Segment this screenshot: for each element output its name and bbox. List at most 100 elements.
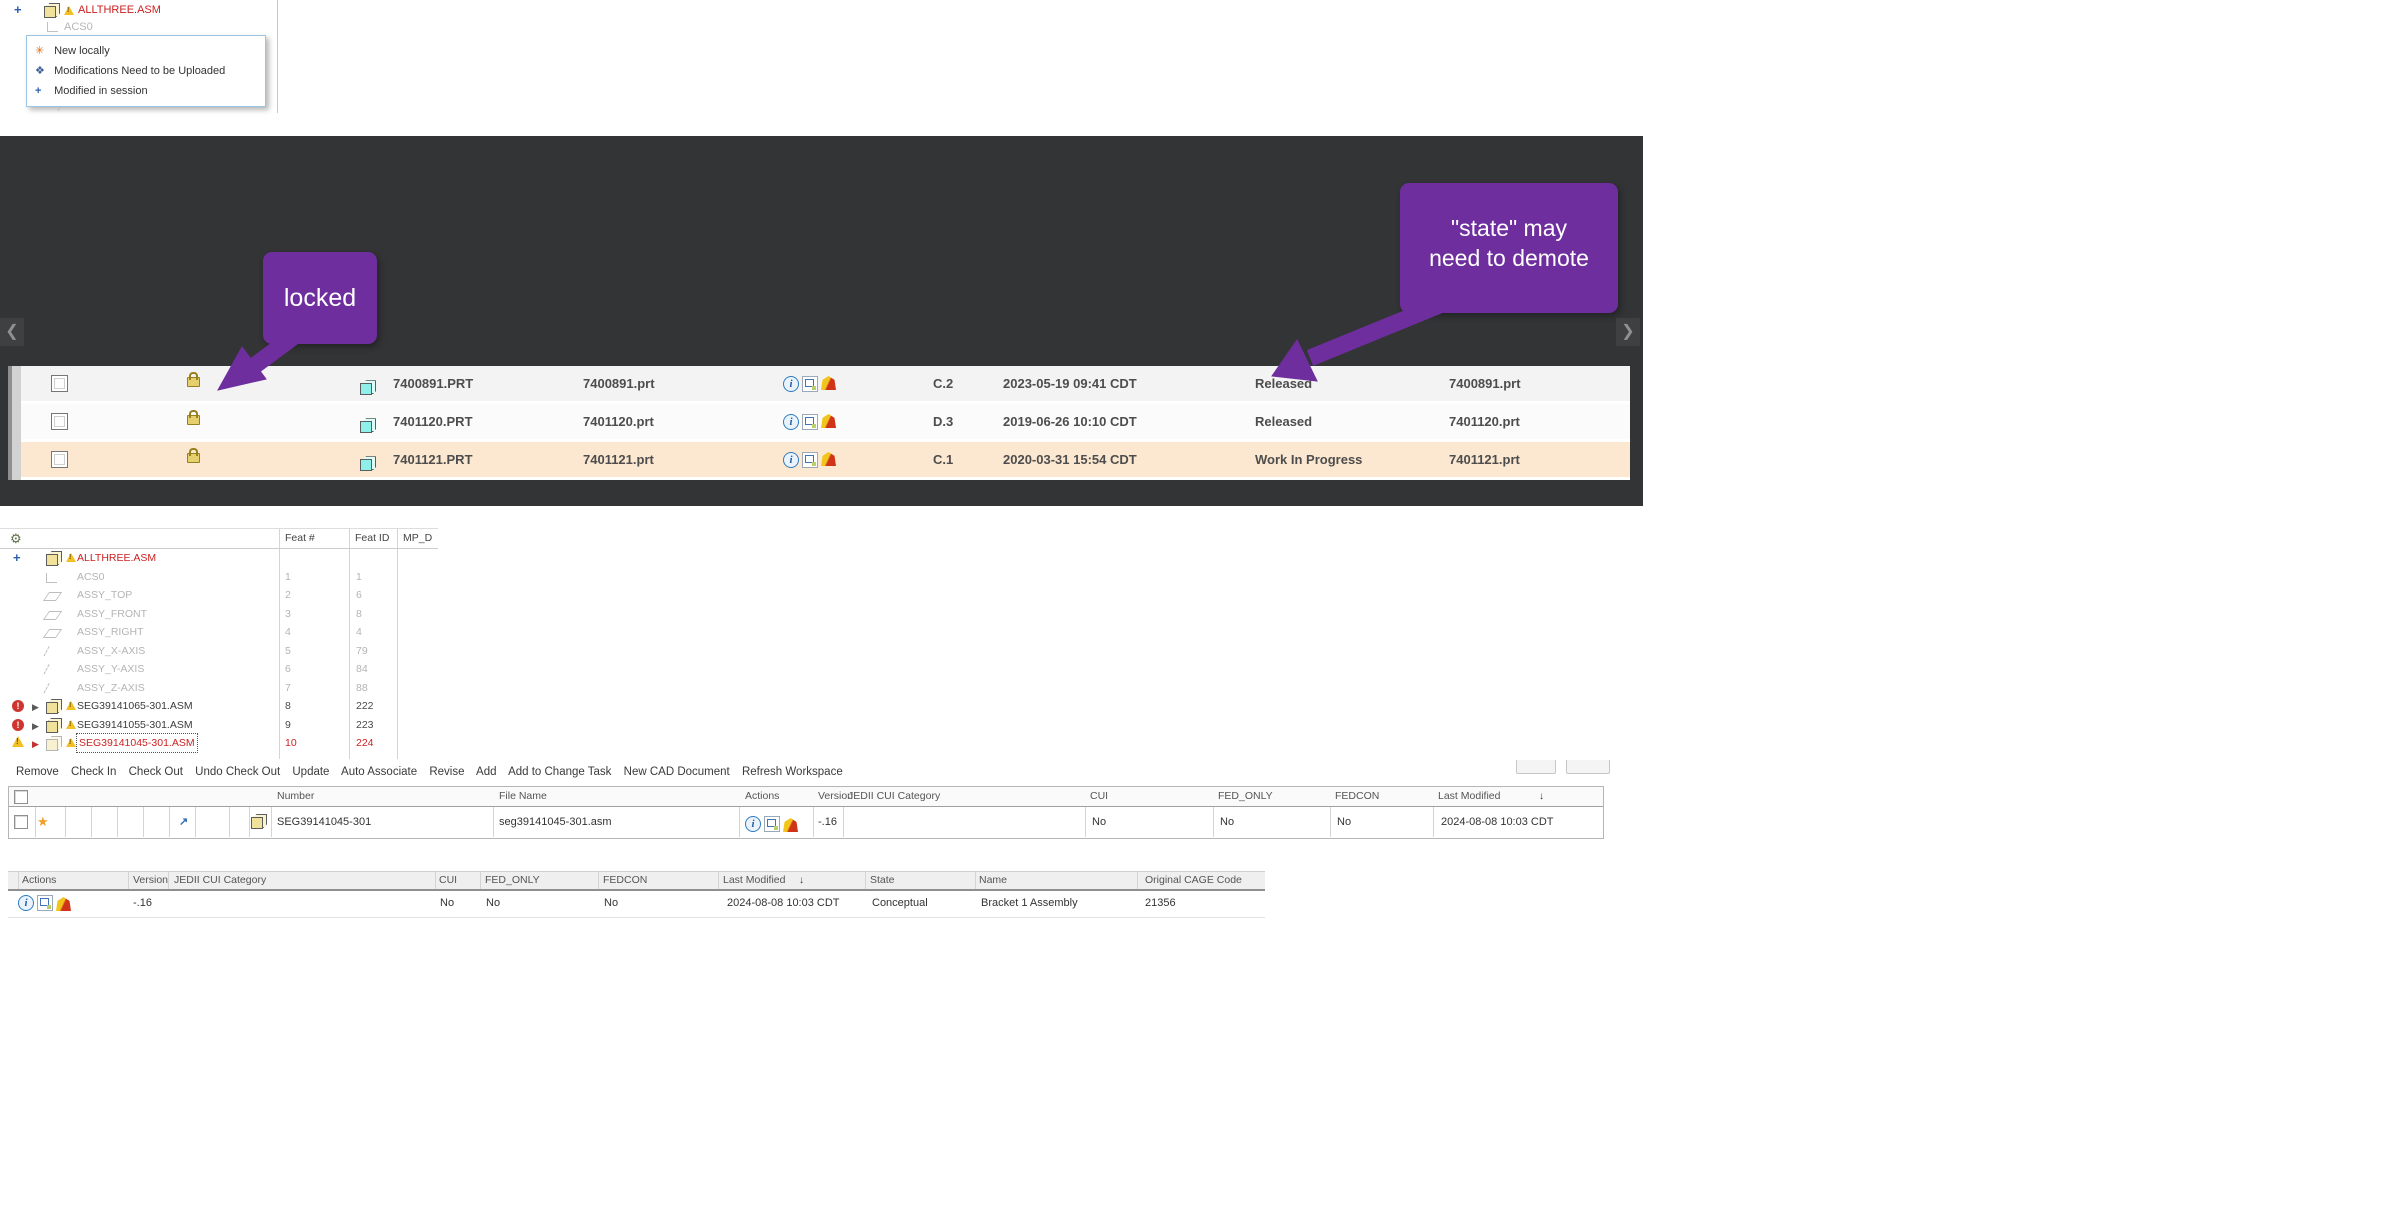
feat-id-cell: 8 — [356, 607, 362, 620]
favorite-star-icon[interactable]: ★ — [37, 814, 49, 829]
expander-icon[interactable]: ▶ — [32, 739, 39, 749]
column-header-last-modified[interactable]: Last Modified — [1438, 790, 1501, 802]
modelcheck-icon[interactable] — [821, 414, 836, 428]
column-header-feat-id[interactable]: Feat ID — [355, 532, 390, 544]
toolbar-auto-associate[interactable]: Auto Associate — [341, 766, 418, 778]
column-header-jedii[interactable]: JEDII CUI Category — [174, 874, 267, 886]
column-header-fedcon[interactable]: FEDCON — [603, 874, 648, 886]
tree-item-label[interactable]: SEG39141055-301.ASM — [77, 718, 193, 731]
model-tree-row[interactable]: ▶ SEG39141045-301.ASM 10 224 — [0, 733, 438, 753]
tree-item-label[interactable]: ASSY_Z-AXIS — [77, 681, 145, 694]
modelcheck-icon[interactable] — [783, 818, 798, 832]
table-row[interactable]: 7401120.PRT 7401120.prt D.3 2019-06-26 1… — [21, 404, 1630, 439]
model-tree-row[interactable]: ASSY_FRONT 3 8 — [0, 605, 438, 624]
carousel-prev-button[interactable]: ❮ — [0, 318, 24, 346]
toolbar-check-in[interactable]: Check In — [71, 766, 117, 778]
model-tree-row[interactable]: ASSY_RIGHT 4 4 — [0, 623, 438, 642]
column-header-cage[interactable]: Original CAGE Code — [1145, 874, 1242, 886]
details-icon[interactable] — [37, 895, 53, 911]
column-header-actions[interactable]: Actions — [745, 790, 780, 802]
column-header-number[interactable]: Number — [277, 790, 315, 802]
info-icon[interactable] — [783, 452, 799, 468]
column-header-version[interactable]: Version — [818, 790, 854, 802]
carousel-next-button[interactable]: ❯ — [1616, 318, 1640, 346]
model-tree-row[interactable]: ASSY_X-AXIS 5 79 — [0, 642, 438, 661]
toolbar-refresh-workspace[interactable]: Refresh Workspace — [741, 766, 843, 778]
column-header-state[interactable]: State — [870, 874, 895, 886]
model-tree-row[interactable]: ACS0 1 1 — [0, 568, 438, 587]
column-header-file-name[interactable]: File Name — [499, 790, 547, 802]
row-checkbox[interactable] — [51, 375, 68, 392]
toolbar-update[interactable]: Update — [292, 766, 330, 778]
details-icon[interactable] — [802, 452, 818, 468]
row-checkbox[interactable] — [51, 413, 68, 430]
column-header-version[interactable]: Version — [133, 874, 169, 886]
info-icon[interactable] — [783, 376, 799, 392]
table-row[interactable]: 7401121.PRT 7401121.prt C.1 2020-03-31 1… — [21, 442, 1630, 477]
column-header-fedcon[interactable]: FEDCON — [1335, 790, 1380, 802]
model-tree-row[interactable]: ▶ SEG39141055-301.ASM 9 223 — [0, 716, 438, 735]
column-header-fed-only[interactable]: FED_ONLY — [485, 874, 540, 886]
column-header-actions[interactable]: Actions — [22, 874, 57, 886]
column-header-mp-d[interactable]: MP_D — [403, 532, 433, 544]
column-header-jedii[interactable]: JEDII CUI Category — [848, 790, 941, 802]
tree-item-label[interactable]: ACS0 — [77, 570, 105, 583]
info-icon[interactable] — [745, 816, 761, 832]
column-header-cui[interactable]: CUI — [1090, 790, 1109, 802]
tree-settings-icon[interactable]: ⚙ — [10, 531, 22, 546]
table-row[interactable]: 7400891.PRT 7400891.prt C.2 2023-05-19 0… — [21, 366, 1630, 401]
row-handle-strip[interactable] — [8, 366, 21, 480]
model-tree-row[interactable]: ASSY_Y-AXIS 6 84 — [0, 660, 438, 679]
tree-item-label[interactable]: ALLTHREE.ASM — [78, 4, 161, 16]
expand-plus-icon[interactable]: + — [14, 2, 22, 17]
tree-item-label[interactable]: ASSY_TOP — [77, 589, 133, 601]
partial-control[interactable] — [1566, 760, 1610, 774]
column-header-last-modified[interactable]: Last Modified — [723, 874, 786, 886]
modelcheck-icon[interactable] — [821, 452, 836, 466]
row-checkbox[interactable] — [14, 815, 28, 829]
expander-icon[interactable]: ▶ — [32, 720, 39, 731]
row-checkbox[interactable] — [51, 451, 68, 468]
toolbar-add-to-change-task[interactable]: Add to Change Task — [508, 766, 612, 778]
tree-item-label[interactable]: ASSY_FRONT — [77, 607, 148, 620]
column-header-fed-only[interactable]: FED_ONLY — [1218, 790, 1273, 802]
workspace-table-row[interactable]: ★ ↗ SEG39141045-301 seg39141045-301.asm … — [9, 807, 1603, 837]
partial-control[interactable] — [1516, 760, 1556, 774]
tree-item-label-selected[interactable]: SEG39141045-301.ASM — [76, 733, 198, 753]
sort-descending-icon[interactable]: ↓ — [1539, 791, 1544, 802]
model-tree-row[interactable]: + ALLTHREE.ASM — [0, 549, 438, 568]
model-tree-row[interactable]: ASSY_Z-AXIS 7 88 — [0, 679, 438, 698]
toolbar-add[interactable]: Add — [476, 766, 497, 778]
warning-status-icon — [12, 736, 24, 747]
number-cell[interactable]: SEG39141045-301 — [277, 816, 372, 828]
details-icon[interactable] — [802, 414, 818, 430]
toolbar-check-out[interactable]: Check Out — [128, 766, 183, 778]
modelcheck-icon[interactable] — [56, 897, 71, 911]
tree-item-label[interactable]: ASSY_Y-AXIS — [77, 663, 145, 675]
toolbar-remove[interactable]: Remove — [16, 766, 59, 778]
tree-item-label[interactable]: ACS0 — [64, 21, 93, 33]
select-all-checkbox[interactable] — [14, 790, 28, 804]
column-header-name[interactable]: Name — [979, 874, 1008, 886]
column-header-feat-num[interactable]: Feat # — [285, 532, 315, 544]
details-icon[interactable] — [764, 816, 780, 832]
modelcheck-icon[interactable] — [821, 376, 836, 390]
tree-item-label[interactable]: ASSY_X-AXIS — [77, 644, 146, 657]
model-tree-row[interactable]: ASSY_TOP 2 6 — [0, 586, 438, 605]
info-icon[interactable] — [783, 414, 799, 430]
tree-item-label[interactable]: ALLTHREE.ASM — [77, 552, 157, 564]
details-icon[interactable] — [802, 376, 818, 392]
model-tree-row[interactable]: ▶ SEG39141065-301.ASM 8 222 — [0, 697, 438, 716]
expand-plus-icon[interactable]: + — [13, 550, 21, 565]
column-header-cui[interactable]: CUI — [439, 874, 458, 886]
toolbar-revise[interactable]: Revise — [429, 766, 465, 778]
sort-descending-icon[interactable]: ↓ — [799, 875, 804, 886]
lock-icon — [187, 372, 200, 387]
toolbar-new-cad-document[interactable]: New CAD Document — [623, 766, 730, 778]
toolbar-undo-check-out[interactable]: Undo Check Out — [195, 766, 281, 778]
tree-item-label[interactable]: SEG39141065-301.ASM — [77, 700, 193, 712]
expander-icon[interactable]: ▶ — [32, 702, 39, 712]
tree-item-label[interactable]: ASSY_RIGHT — [77, 626, 144, 638]
detail-table-row[interactable]: -.16 No No No 2024-08-08 10:03 CDT Conce… — [8, 890, 1265, 918]
info-icon[interactable] — [18, 895, 34, 911]
